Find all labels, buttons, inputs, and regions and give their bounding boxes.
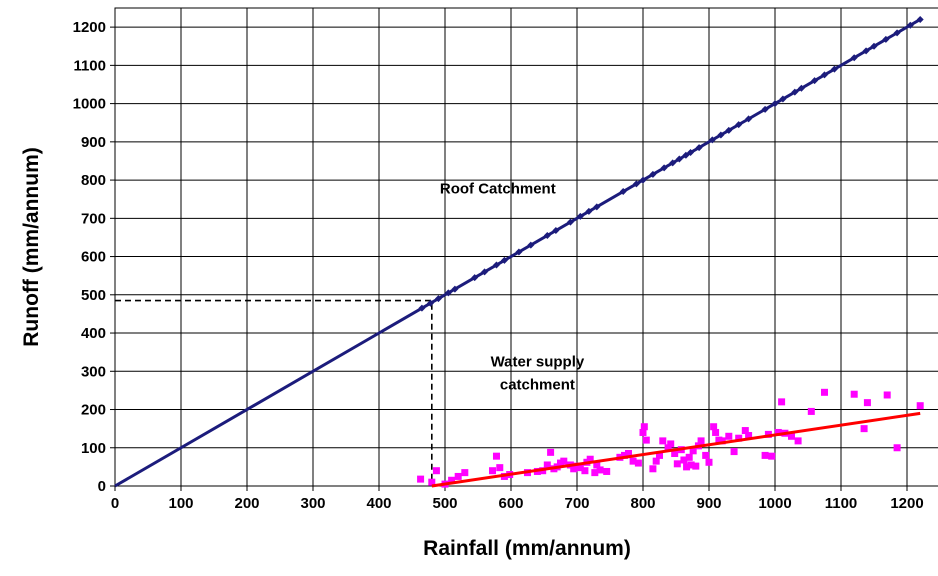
annotation-label: Roof Catchment: [440, 180, 556, 197]
water-supply-point: [581, 467, 588, 474]
y-tick-label: 400: [81, 325, 106, 342]
water-supply-point: [667, 440, 674, 447]
y-tick-label: 700: [81, 210, 106, 227]
y-axis-title: Runoff (mm/annum): [20, 147, 43, 346]
water-supply-point: [725, 433, 732, 440]
water-supply-point: [692, 463, 699, 470]
water-supply-point: [731, 448, 738, 455]
water-supply-point: [649, 465, 656, 472]
water-supply-point: [433, 467, 440, 474]
y-tick-label: 1200: [73, 19, 106, 36]
y-tick-label: 800: [81, 172, 106, 189]
y-tick-label: 0: [98, 478, 106, 495]
water-supply-point: [884, 391, 891, 398]
x-tick-label: 500: [432, 495, 457, 512]
x-tick-label: 900: [696, 495, 721, 512]
water-supply-point: [808, 408, 815, 415]
x-tick-label: 200: [234, 495, 259, 512]
y-tick-label: 1000: [73, 96, 106, 113]
x-tick-label: 100: [168, 495, 193, 512]
annotation-label: Water supply: [491, 354, 585, 371]
water-supply-point: [597, 466, 604, 473]
water-supply-point: [489, 467, 496, 474]
water-supply-point: [560, 458, 567, 465]
x-tick-label: 700: [564, 495, 589, 512]
x-tick-label: 400: [366, 495, 391, 512]
water-supply-point: [698, 437, 705, 444]
y-tick-label: 100: [81, 440, 106, 457]
water-supply-point: [864, 399, 871, 406]
water-supply-point: [643, 437, 650, 444]
water-supply-point: [493, 453, 500, 460]
water-supply-point: [821, 389, 828, 396]
water-supply-point: [861, 425, 868, 432]
y-tick-label: 1100: [73, 57, 106, 74]
x-tick-label: 600: [498, 495, 523, 512]
water-supply-point: [635, 460, 642, 467]
x-axis-title: Rainfall (mm/annum): [423, 537, 631, 560]
x-axis-ticks: 0 100 200 300 400 500 600 700 800 900 1000 1100 1200: [111, 486, 924, 512]
water-supply-point: [702, 452, 709, 459]
y-tick-label: 200: [81, 402, 106, 419]
water-supply-point: [851, 391, 858, 398]
water-supply-point: [917, 402, 924, 409]
water-supply-point: [455, 473, 462, 480]
annotation-label: catchment: [500, 376, 575, 393]
x-tick-label: 1200: [890, 495, 923, 512]
water-supply-point: [894, 444, 901, 451]
water-supply-point: [496, 464, 503, 471]
water-supply-point: [778, 398, 785, 405]
water-supply-point: [547, 449, 554, 456]
y-tick-label: 900: [81, 134, 106, 151]
water-supply-point: [659, 437, 666, 444]
x-tick-label: 800: [630, 495, 655, 512]
water-supply-point: [461, 469, 468, 476]
x-tick-label: 1000: [758, 495, 791, 512]
x-tick-label: 0: [111, 495, 119, 512]
water-supply-point: [706, 459, 713, 466]
x-tick-label: 1100: [825, 495, 858, 512]
water-supply-point: [768, 453, 775, 460]
water-supply-point: [603, 468, 610, 475]
x-tick-label: 300: [300, 495, 325, 512]
y-axis-ticks: 0 100 200 300 400 500 600 700 800 900 1000 1100 1200: [73, 19, 115, 495]
y-tick-label: 300: [81, 363, 106, 380]
water-supply-point: [762, 452, 769, 459]
water-supply-point: [795, 437, 802, 444]
water-supply-point: [686, 454, 693, 461]
y-tick-label: 500: [81, 287, 106, 304]
water-supply-point: [417, 476, 424, 483]
water-supply-point: [712, 429, 719, 436]
y-tick-label: 600: [81, 249, 106, 266]
water-supply-point: [674, 460, 681, 467]
water-supply-point: [641, 423, 648, 430]
